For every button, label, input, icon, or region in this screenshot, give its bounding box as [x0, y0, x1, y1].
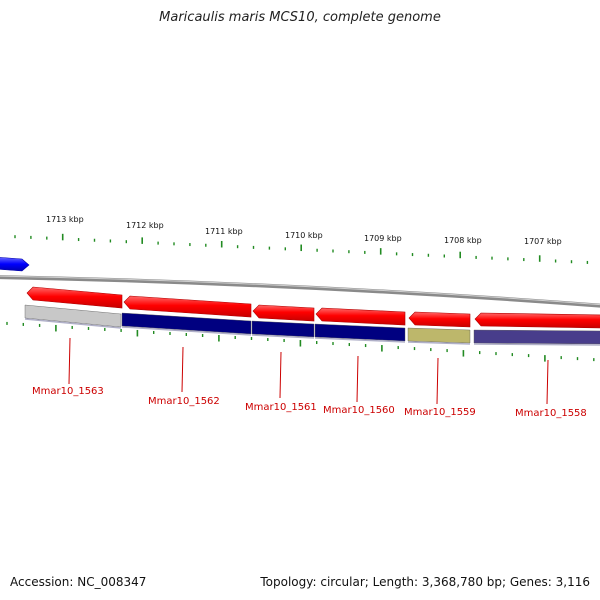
gene-leader-line — [279, 351, 282, 399]
scale-label: 1712 kbp — [126, 221, 164, 230]
gene-labels: Mmar10_1563 Mmar10_1562 Mmar10_1561 Mmar10_… — [32, 337, 587, 419]
inner-tick-marks — [6, 321, 595, 362]
cds-arrow-1[interactable] — [26, 286, 123, 309]
gene-bar[interactable] — [407, 327, 471, 344]
gene-bar-shadow — [473, 343, 600, 346]
sequence-backbone — [0, 275, 600, 308]
gene-bar-shadow — [407, 341, 471, 345]
scale-label: 1709 kbp — [364, 234, 402, 243]
gene-leader-line — [181, 346, 184, 393]
gene-label[interactable]: Mmar10_1562 — [148, 396, 220, 407]
scale-labels: 1713 kbp 1712 kbp 1711 kbp 1710 kbp 1709 kbp… — [46, 215, 562, 246]
gene-label[interactable]: Mmar10_1561 — [245, 402, 317, 413]
gene-leader-line — [356, 355, 359, 403]
scale-label: 1711 kbp — [205, 227, 243, 236]
cds-arrow-3[interactable] — [252, 304, 315, 322]
gene-bar[interactable] — [121, 312, 252, 335]
map-title: Maricaulis maris MCS10, complete genome — [159, 10, 441, 25]
gene-bar[interactable] — [473, 329, 600, 345]
gene-leader-line — [546, 359, 549, 405]
cds-arrow-6[interactable] — [474, 312, 600, 329]
outer-tick-marks — [14, 233, 589, 264]
gene-bar-shadow — [314, 337, 406, 343]
scale-label: 1710 kbp — [285, 231, 323, 240]
scale-label: 1713 kbp — [46, 215, 84, 224]
gene-label[interactable]: Mmar10_1558 — [515, 408, 587, 419]
scale-label: 1707 kbp — [524, 237, 562, 246]
cds-arrow-5[interactable] — [408, 311, 471, 328]
gene-bar[interactable] — [24, 304, 122, 328]
gene-label[interactable]: Mmar10_1559 — [404, 407, 476, 418]
gene-bar-shadow — [251, 334, 315, 339]
genome-summary-text: Topology: circular; Length: 3,368,780 bp… — [260, 575, 590, 589]
accession-text: Accession: NC_008347 — [10, 575, 147, 589]
scale-label: 1708 kbp — [444, 236, 482, 245]
cds-arrow-2[interactable] — [123, 295, 252, 318]
cds-arrows — [26, 286, 600, 329]
gene-bar[interactable] — [251, 320, 315, 338]
gene-bar-shadow — [24, 318, 122, 329]
upstream-gene-arrow[interactable] — [0, 257, 30, 272]
gene-label[interactable]: Mmar10_1563 — [32, 386, 104, 397]
gene-bars — [24, 304, 600, 346]
gene-leader-line — [68, 337, 71, 385]
gene-label[interactable]: Mmar10_1560 — [323, 405, 395, 416]
gene-bar-shadow — [121, 326, 252, 336]
sequence-backbone-highlight — [0, 275, 600, 306]
cds-arrow-4[interactable] — [315, 307, 406, 326]
gene-bar[interactable] — [314, 323, 406, 342]
gene-leader-line — [436, 357, 439, 405]
